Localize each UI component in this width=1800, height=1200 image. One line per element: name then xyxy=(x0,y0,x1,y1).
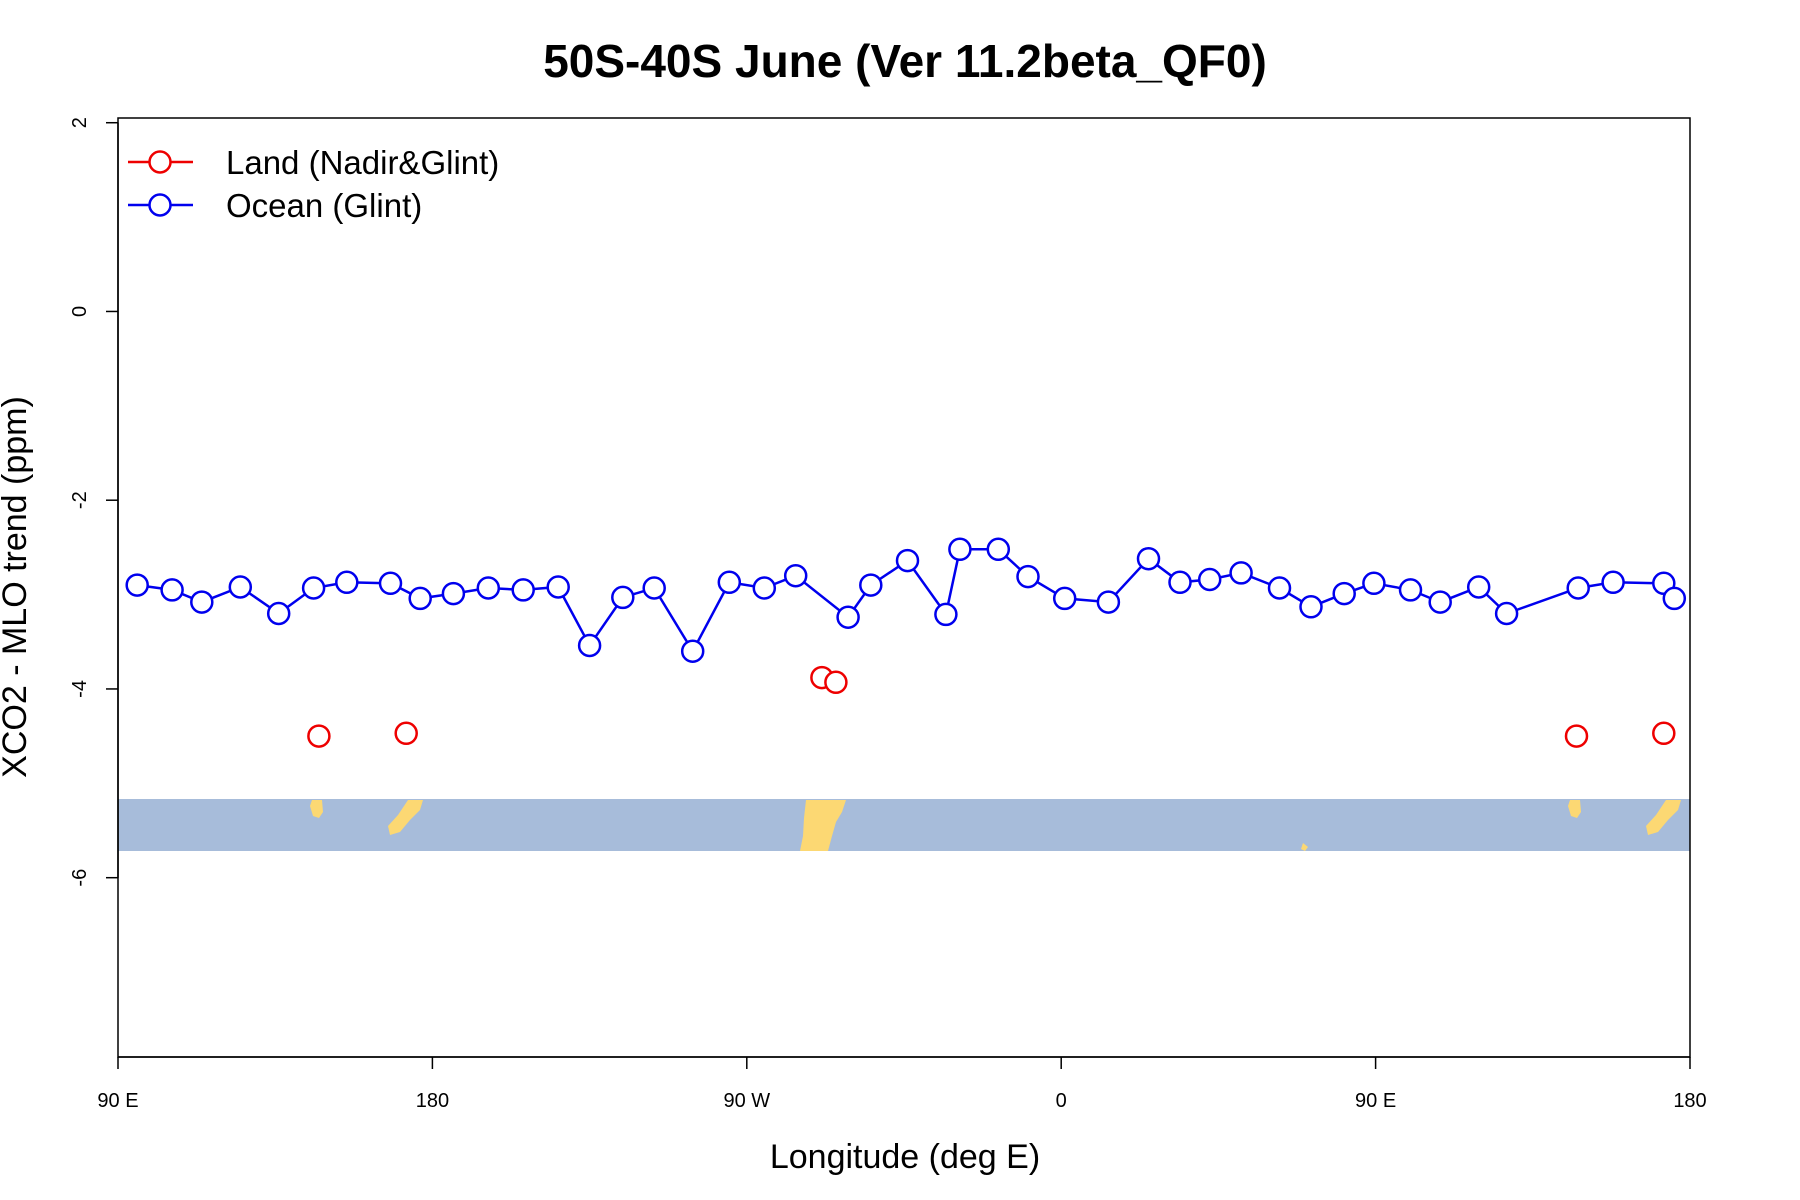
data-point-ocean xyxy=(836,605,860,629)
data-point-ocean xyxy=(228,575,253,599)
x-tick-label: 90 E xyxy=(1355,1090,1396,1112)
data-point-ocean xyxy=(1096,590,1121,614)
map-strip-ocean xyxy=(118,799,1690,851)
data-point-ocean xyxy=(1136,546,1161,571)
data-point-ocean xyxy=(1052,586,1077,611)
x-axis-label: Longitude (deg E) xyxy=(770,1138,1040,1176)
map-strip-land xyxy=(388,800,423,835)
data-point-ocean xyxy=(1662,586,1687,611)
data-point-ocean xyxy=(1398,578,1423,602)
map-strip-land xyxy=(1646,800,1681,835)
x-tick-label: 180 xyxy=(416,1090,449,1112)
data-point-ocean xyxy=(476,576,501,600)
data-point-ocean xyxy=(125,573,149,597)
y-axis: 2 0 -2 -4 -6 xyxy=(69,117,119,887)
x-axis: 90 E 180 90 W 0 90 E 180 xyxy=(97,1056,1707,1112)
data-point-ocean xyxy=(642,576,666,600)
data-point-ocean xyxy=(934,602,958,627)
map-strip xyxy=(118,799,1690,851)
data-point-land xyxy=(394,721,418,746)
data-point-ocean xyxy=(1601,570,1625,595)
data-point-ocean xyxy=(378,571,403,596)
data-point-ocean xyxy=(1229,561,1253,585)
y-tick-label: 2 xyxy=(69,117,91,128)
data-point-ocean xyxy=(1566,576,1590,600)
series-land xyxy=(307,665,1676,748)
data-point-ocean xyxy=(752,576,777,600)
data-point-ocean xyxy=(680,639,705,663)
data-point-ocean xyxy=(1299,595,1323,619)
data-point-ocean xyxy=(948,537,972,562)
data-point-ocean xyxy=(783,563,808,588)
chart-title: 50S-40S June (Ver 11.2beta_QF0) xyxy=(543,35,1267,87)
data-point-ocean xyxy=(1267,576,1292,600)
data-point-ocean xyxy=(859,573,883,597)
x-tick-label: 180 xyxy=(1673,1090,1706,1112)
map-strip-land xyxy=(1301,843,1308,851)
data-point-ocean xyxy=(408,586,432,611)
data-point-ocean xyxy=(986,537,1011,562)
y-tick-label: -6 xyxy=(69,869,91,887)
data-point-ocean xyxy=(1428,590,1452,614)
data-point-land xyxy=(307,724,331,748)
legend-label-land: Land (Nadir&Glint) xyxy=(226,144,499,181)
data-point-ocean xyxy=(1466,575,1491,599)
data-point-ocean xyxy=(717,570,742,595)
data-point-ocean xyxy=(1494,601,1519,626)
y-tick-label: -2 xyxy=(69,491,91,509)
y-tick-label: 0 xyxy=(69,306,91,317)
x-tick-label: 90 W xyxy=(723,1090,770,1112)
data-point-ocean xyxy=(1016,564,1040,589)
data-point-ocean xyxy=(1168,570,1192,595)
series-layer xyxy=(125,537,1687,748)
data-point-ocean xyxy=(301,576,326,600)
data-point-ocean xyxy=(577,633,602,658)
data-point-land xyxy=(1652,721,1676,746)
data-point-ocean xyxy=(1362,571,1386,596)
data-point-ocean xyxy=(266,601,291,626)
data-point-ocean xyxy=(335,570,359,595)
data-point-ocean xyxy=(546,575,570,599)
data-point-ocean xyxy=(511,578,535,602)
data-point-ocean xyxy=(895,548,920,573)
y-axis-label: XCO2 - MLO trend (ppm) xyxy=(0,396,34,778)
data-point-ocean xyxy=(190,590,214,614)
data-point-land xyxy=(1564,724,1589,748)
legend-land-marker xyxy=(148,150,172,174)
data-point-ocean xyxy=(1197,567,1222,592)
data-point-ocean xyxy=(1332,581,1356,606)
map-strip-land xyxy=(1568,800,1581,818)
map-strip-land xyxy=(310,800,323,818)
data-point-ocean xyxy=(160,578,184,602)
legend-label-ocean: Ocean (Glint) xyxy=(226,187,422,224)
y-tick-label: -4 xyxy=(69,680,91,698)
map-strip-land xyxy=(800,800,846,851)
x-tick-label: 90 E xyxy=(97,1090,138,1112)
legend-ocean-marker xyxy=(148,193,172,217)
data-point-land xyxy=(824,670,848,695)
legend: Land (Nadir&Glint) Ocean (Glint) xyxy=(128,144,499,224)
data-point-ocean xyxy=(441,581,466,606)
x-tick-label: 0 xyxy=(1056,1090,1067,1112)
series-ocean xyxy=(125,537,1687,663)
data-point-ocean xyxy=(611,585,635,610)
